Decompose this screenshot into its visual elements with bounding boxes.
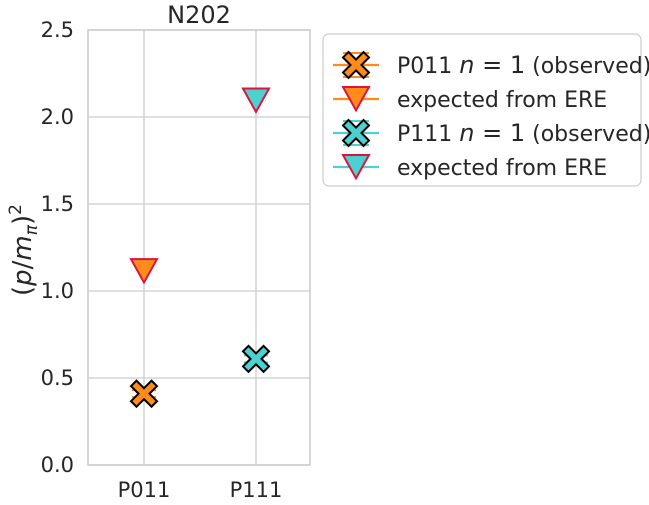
y-tick-label: 2.0 xyxy=(41,105,74,129)
y-tick-label: 1.0 xyxy=(41,279,74,303)
expected-marker-p011 xyxy=(129,258,159,285)
legend-entry: P111 n = 1 (observed) xyxy=(333,118,649,148)
y-tick-label: 1.5 xyxy=(41,192,74,216)
legend-entry: expected from ERE xyxy=(333,85,607,113)
x-tick-label: P011 xyxy=(118,478,171,502)
chart-title: N202 xyxy=(167,1,231,29)
data-markers xyxy=(129,87,271,409)
legend-box xyxy=(322,33,642,187)
legend-label: P011 n = 1 (observed) xyxy=(397,51,649,79)
legend-entry: P011 n = 1 (observed) xyxy=(333,50,649,80)
legend-x-marker xyxy=(341,118,371,148)
legend-label: P111 n = 1 (observed) xyxy=(397,119,649,147)
grid xyxy=(88,29,310,466)
y-tick-label: 0.5 xyxy=(41,366,74,390)
expected-marker-p111 xyxy=(241,87,271,115)
legend-triangle-marker xyxy=(341,153,371,181)
legend-label: expected from ERE xyxy=(397,88,607,113)
observed-marker-p111 xyxy=(241,344,271,374)
y-tick-label: 2.5 xyxy=(41,18,74,42)
observed-marker-p011 xyxy=(129,379,159,409)
y-tick-label: 0.0 xyxy=(41,453,74,477)
plot-frame xyxy=(87,29,311,466)
x-tick-label: P111 xyxy=(230,478,283,502)
legend-triangle-marker xyxy=(341,85,371,113)
x-axis-ticks: P011 P111 xyxy=(118,478,283,502)
legend-entry: expected from ERE xyxy=(333,153,607,181)
y-axis-ticks: 0.0 0.5 1.0 1.5 2.0 2.5 xyxy=(41,18,74,477)
legend: P011 n = 1 (observed) expected from ERE P1… xyxy=(322,33,649,187)
y-axis-label: (p/mπ)2 xyxy=(6,204,42,296)
legend-x-marker xyxy=(341,50,371,80)
legend-label: expected from ERE xyxy=(397,156,607,181)
